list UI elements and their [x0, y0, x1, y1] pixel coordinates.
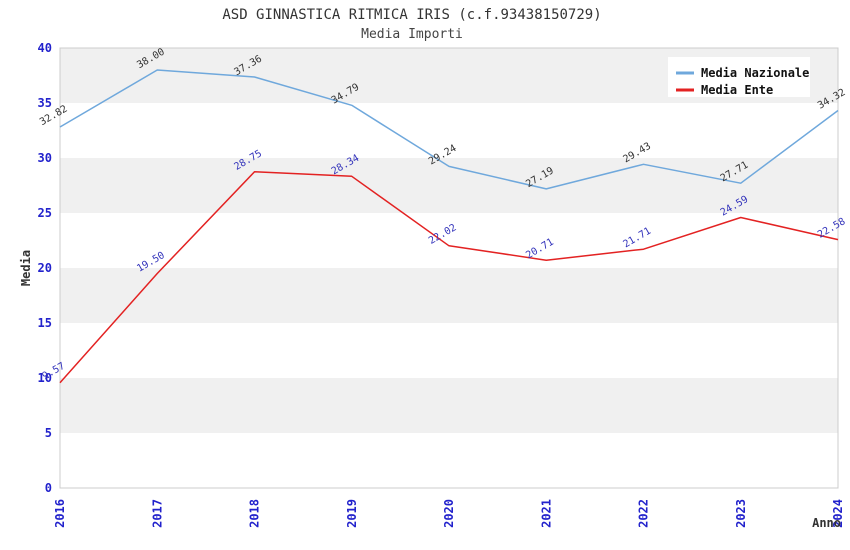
legend: Media Nazionale Media Ente — [668, 57, 810, 97]
series-line-media-nazionale — [59, 69, 839, 190]
x-tick-label: 2022 — [637, 499, 651, 528]
plot-band — [60, 103, 838, 158]
plot-band — [60, 323, 838, 378]
y-tick-label: 40 — [38, 41, 52, 55]
x-tick-label: 2017 — [150, 499, 164, 528]
x-tick-label: 2018 — [248, 499, 262, 528]
x-tick-label: 2021 — [539, 499, 553, 528]
y-tick-label: 30 — [38, 151, 52, 165]
x-tick-label: 2019 — [345, 499, 359, 528]
plot-band — [60, 433, 838, 488]
x-axis-ticks: 2016 2017 2018 2019 2020 2021 2022 2023 2024 — [53, 499, 845, 528]
y-tick-label: 15 — [38, 316, 52, 330]
x-tick-label: 2016 — [53, 499, 67, 528]
series-lines — [59, 69, 839, 384]
x-tick-label: 2024 — [831, 499, 845, 528]
plot-band — [60, 213, 838, 268]
legend-label-media-ente: Media Ente — [701, 83, 773, 97]
y-tick-label: 25 — [38, 206, 52, 220]
y-tick-label: 35 — [38, 96, 52, 110]
plot-band — [60, 378, 838, 433]
plot-band — [60, 268, 838, 323]
y-axis-title: Media — [19, 250, 33, 286]
plot-bands — [60, 48, 838, 488]
y-tick-label: 20 — [38, 261, 52, 275]
x-tick-label: 2020 — [442, 499, 456, 528]
chart-subtitle: Media Importi — [361, 27, 463, 42]
y-tick-label: 0 — [45, 481, 52, 495]
series-line-media-ente — [59, 171, 839, 384]
legend-label-media-nazionale: Media Nazionale — [701, 66, 809, 80]
y-axis-ticks: 0 5 10 15 20 25 30 35 40 — [38, 41, 52, 495]
chart-title: ASD GINNASTICA RITMICA IRIS (c.f.9343815… — [222, 7, 601, 23]
x-axis-title: Anno — [812, 516, 841, 530]
y-tick-label: 5 — [45, 426, 52, 440]
y-tick-label: 10 — [38, 371, 52, 385]
plot-border — [59, 47, 839, 489]
x-tick-label: 2023 — [734, 499, 748, 528]
